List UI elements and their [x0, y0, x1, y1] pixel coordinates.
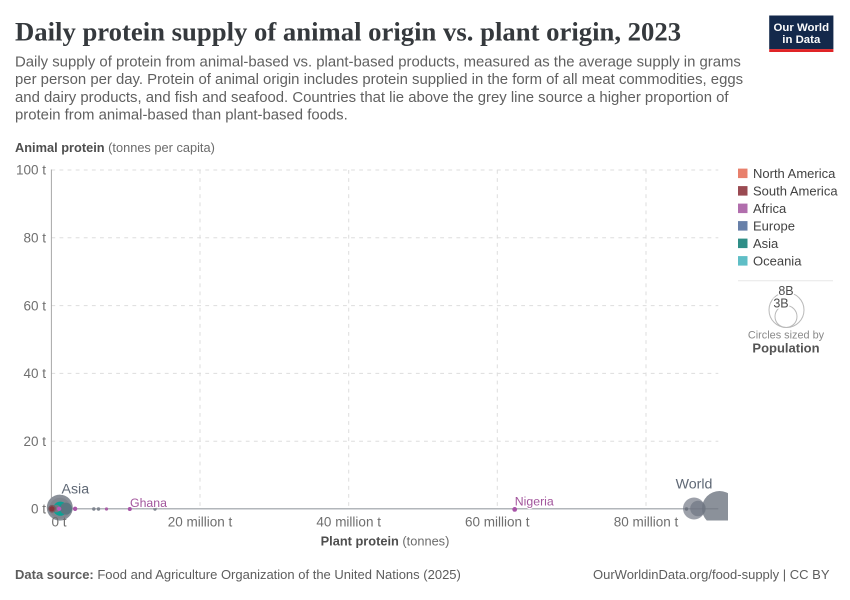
svg-text:Asia: Asia — [753, 236, 779, 251]
svg-text:0 t: 0 t — [31, 502, 46, 517]
svg-text:80 t: 80 t — [23, 231, 46, 246]
svg-text:Ghana: Ghana — [130, 496, 167, 510]
svg-text:Animal protein (tonnes per cap: Animal protein (tonnes per capita) — [15, 140, 215, 155]
svg-text:in Data: in Data — [782, 34, 821, 46]
svg-text:3B: 3B — [773, 297, 788, 311]
svg-text:Data source: Food and Agricult: Data source: Food and Agriculture Organi… — [15, 567, 461, 582]
svg-text:and dairy products, and fish a: and dairy products, and fish and seafood… — [15, 90, 729, 106]
svg-text:Oceania: Oceania — [753, 254, 802, 269]
svg-text:Nigeria: Nigeria — [515, 494, 554, 508]
svg-text:40 million t: 40 million t — [316, 515, 381, 530]
svg-text:Africa: Africa — [753, 201, 787, 216]
svg-text:60 million t: 60 million t — [465, 515, 530, 530]
svg-text:100 t: 100 t — [16, 163, 46, 178]
svg-text:20 t: 20 t — [23, 434, 46, 449]
svg-text:Europe: Europe — [753, 219, 795, 234]
svg-text:60 t: 60 t — [23, 298, 46, 313]
svg-text:South America: South America — [753, 184, 838, 199]
svg-text:80 million t: 80 million t — [614, 515, 679, 530]
svg-text:per person per day. Protein of: per person per day. Protein of animal or… — [15, 72, 743, 88]
svg-text:Circles sized by: Circles sized by — [748, 330, 825, 342]
svg-text:Plant protein (tonnes): Plant protein (tonnes) — [321, 534, 450, 549]
svg-text:Daily supply of protein from a: Daily supply of protein from animal-base… — [15, 54, 741, 70]
svg-text:Population: Population — [752, 340, 819, 355]
svg-text:8B: 8B — [778, 284, 793, 298]
svg-text:Asia: Asia — [62, 481, 90, 497]
svg-text:North America: North America — [753, 166, 836, 181]
svg-text:Our World: Our World — [774, 22, 830, 34]
svg-text:40 t: 40 t — [23, 366, 46, 381]
svg-text:protein from animal-based than: protein from animal-based than plant-bas… — [15, 108, 348, 124]
svg-text:Daily protein supply of animal: Daily protein supply of animal origin vs… — [15, 17, 681, 47]
svg-text:World: World — [676, 477, 713, 493]
svg-text:OurWorldinData.org/food-supply: OurWorldinData.org/food-supply | CC BY — [593, 567, 830, 582]
svg-text:0 t: 0 t — [52, 515, 67, 530]
svg-text:20 million t: 20 million t — [168, 515, 233, 530]
